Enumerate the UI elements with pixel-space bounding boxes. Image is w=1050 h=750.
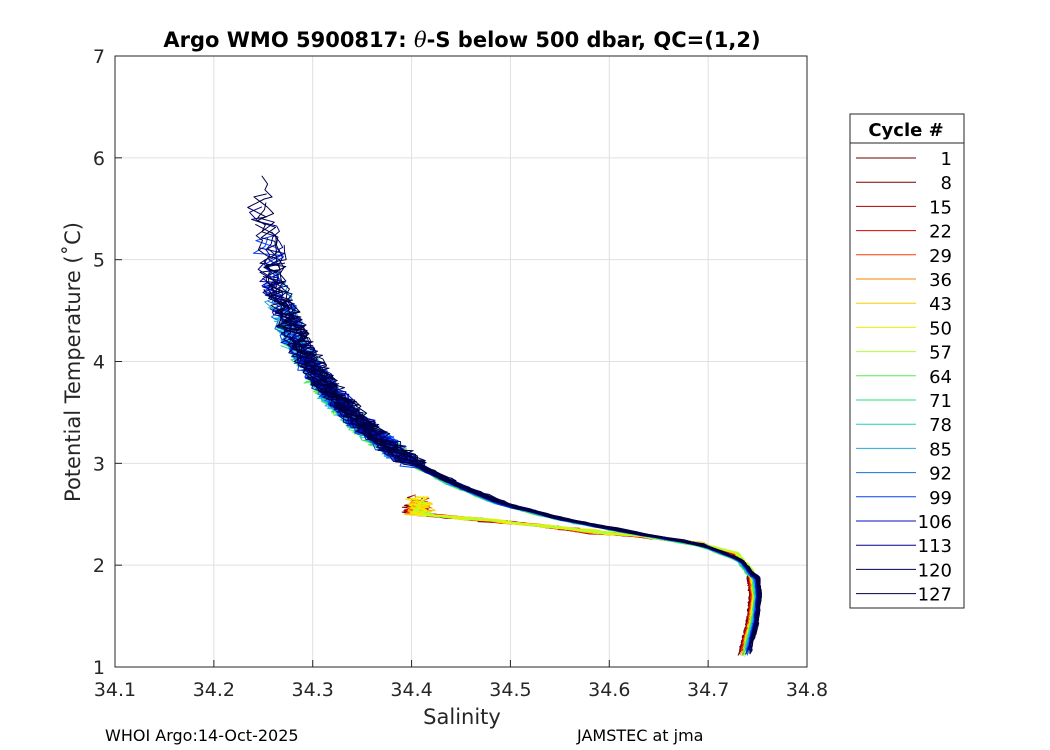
x-tick-label: 34.8: [786, 679, 828, 701]
title-suffix: -S below 500 dbar, QC=(1,2): [427, 28, 761, 52]
x-tick-label: 34.4: [390, 679, 432, 701]
legend-label: 8: [941, 173, 952, 194]
legend-label: 43: [929, 294, 952, 315]
y-tick-label: 7: [93, 46, 105, 68]
footer-credit: JAMSTEC at jma: [577, 726, 704, 745]
profile-lines: [247, 175, 762, 657]
profile-line: [334, 396, 762, 638]
legend-box: [849, 113, 965, 609]
legend-label: 92: [929, 464, 952, 485]
legend-label: 120: [918, 560, 952, 581]
y-axis-label: Potential Temperature (˚C): [61, 222, 85, 502]
x-tick-label: 34.3: [292, 679, 334, 701]
legend-label: 64: [929, 367, 952, 388]
y-tick-label: 4: [93, 352, 105, 374]
y-tick-label: 6: [93, 148, 105, 170]
legend-label: 36: [929, 270, 952, 291]
legend-title: Cycle #: [868, 120, 943, 141]
chart-title-text: Argo WMO 5900817: θ-S below 500 dbar, QC…: [163, 28, 760, 52]
y-axis-ticks: 1 2 3 4 5 6 7: [93, 46, 122, 679]
x-axis-ticks: 34.1 34.2 34.3 34.4 34.5 34.6 34.7 34.8: [94, 660, 828, 701]
legend-label: 22: [929, 222, 952, 243]
y-tick-label: 1: [93, 657, 105, 679]
y-tick-label: 3: [93, 453, 105, 475]
x-tick-label: 34.1: [94, 679, 136, 701]
legend-label: 29: [929, 246, 952, 267]
x-tick-label: 34.6: [588, 679, 630, 701]
x-tick-label: 34.5: [489, 679, 531, 701]
y-tick-label: 5: [93, 250, 105, 272]
x-tick-label: 34.7: [687, 679, 729, 701]
title-theta: θ: [414, 28, 427, 52]
legend-label: 127: [918, 585, 952, 606]
legend-label: 71: [929, 391, 952, 412]
y-tick-label: 2: [93, 555, 105, 577]
x-axis-label: Salinity: [423, 705, 501, 729]
legend-label: 15: [929, 197, 952, 218]
title-prefix: Argo WMO 5900817:: [163, 28, 414, 52]
legend-label: 1: [941, 149, 952, 170]
chart-title: Argo WMO 5900817: θ-S below 500 dbar, QC…: [163, 28, 760, 52]
legend-label: 99: [929, 488, 952, 509]
legend-label: 106: [918, 512, 952, 533]
legend-label: 57: [929, 343, 952, 364]
x-tick-label: 34.2: [193, 679, 235, 701]
legend-label: 50: [929, 318, 952, 339]
legend-label: 78: [929, 415, 952, 436]
legend-label: 85: [929, 439, 952, 460]
footer-source: WHOI Argo:14-Oct-2025: [105, 726, 299, 745]
legend-label: 113: [918, 536, 952, 557]
legend: Cycle # 1 8 15 22 29 36 43 50 57 64 71 78 85 92 99 106 1…: [849, 113, 965, 609]
